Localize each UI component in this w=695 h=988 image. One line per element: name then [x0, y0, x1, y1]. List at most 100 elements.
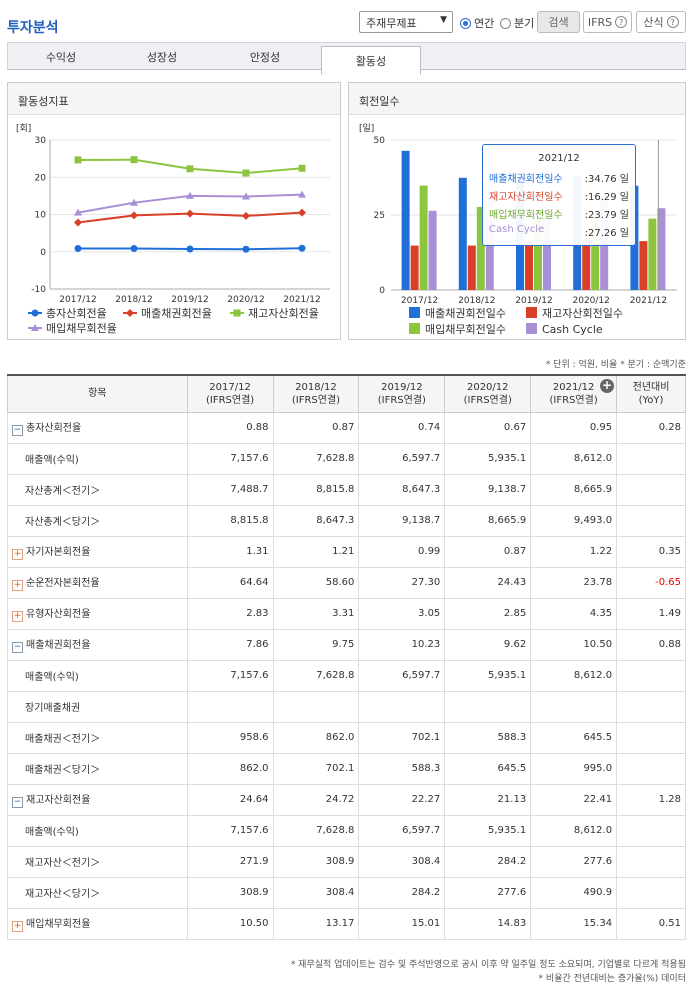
value-cell: 24.72 [272, 783, 360, 816]
row-label[interactable]: + 자기자본회전율 [7, 535, 188, 568]
data-point [242, 245, 250, 253]
tooltip-value: :34.76 일 [584, 174, 629, 185]
collapse-minus-icon[interactable]: − [12, 642, 23, 653]
tab-profitability[interactable]: 수익성 [45, 50, 77, 64]
data-point [130, 211, 138, 220]
formula-button[interactable]: 산식 ? [636, 11, 686, 33]
formula-button-label: 산식 [643, 16, 664, 29]
table-row: 재고자산＜당기＞ 308.9 308.4 284.2 277.6 490.9 [7, 876, 686, 909]
row-label: 재고자산＜당기＞ [7, 876, 188, 909]
header-text: 2019/12 [381, 381, 423, 393]
value-cell [444, 690, 532, 723]
row-label: 매출액(수익) [7, 659, 188, 692]
tooltip-value: :27.26 일 [584, 228, 629, 239]
table-row: + 매입채무회전율 10.50 13.17 15.01 14.83 15.34 0.51 [7, 907, 686, 940]
search-button[interactable]: 검색 [537, 11, 580, 33]
legend-label: 재고자산회전율 [248, 307, 319, 320]
expand-icon[interactable]: + [600, 378, 615, 393]
data-point [242, 192, 250, 200]
row-label[interactable]: − 매출채권회전율 [7, 628, 188, 661]
collapse-minus-icon[interactable]: − [12, 425, 23, 436]
value-cell: 7,488.7 [186, 473, 274, 506]
table-row: + 자기자본회전율 1.31 1.21 0.99 0.87 1.22 0.35 [7, 535, 686, 568]
question-icon: ? [615, 16, 628, 28]
radio-quarter[interactable]: 분기 [500, 15, 534, 31]
header-text: 항목 [88, 388, 107, 400]
tab-stability[interactable]: 안정성 [249, 50, 281, 64]
expand-plus-icon[interactable]: + [12, 611, 23, 622]
value-cell: 702.1 [272, 752, 360, 785]
legend-label: Cash Cycle [542, 323, 603, 336]
table-row: 장기매출채권 [7, 690, 686, 723]
yoy-cell: 1.49 [616, 597, 686, 630]
x-tick-label: 2017/12 [401, 296, 438, 306]
legend-label: 매출채권회전일수 [425, 306, 506, 320]
value-cell: 7,628.8 [272, 814, 360, 847]
yoy-cell [616, 504, 686, 537]
row-label-text: 재고자산＜전기＞ [25, 858, 101, 869]
tooltip-label: 매입채무회전일수 [489, 210, 563, 221]
value-cell: 10.50 [530, 628, 618, 661]
header-text: 2020/12 [466, 381, 509, 393]
data-point [74, 156, 82, 164]
radio-annual[interactable]: 연간 [460, 15, 494, 31]
value-cell: 3.05 [358, 597, 446, 630]
table-row: + 유형자산회전율 2.83 3.31 3.05 2.85 4.35 1.49 [7, 597, 686, 630]
row-label: 자산총계＜전기＞ [7, 473, 188, 506]
bar [428, 210, 437, 290]
bar [525, 240, 533, 290]
ifrs-button-label: IFRS [587, 15, 613, 29]
tooltip-row: 매입채무회전일수:23.79 일 [489, 206, 629, 224]
header-text: (YoY) [638, 394, 664, 406]
row-label-text: 순운전자본회전율 [26, 578, 100, 589]
value-cell: 6,597.7 [358, 659, 446, 692]
row-label-text: 매출채권＜전기＞ [25, 734, 101, 745]
header-text: 전년대비 [632, 381, 670, 393]
tab-activity[interactable]: 활동성 [321, 46, 421, 75]
data-point [242, 169, 250, 177]
value-cell: 7,157.6 [186, 659, 274, 692]
table-row: − 재고자산회전율 24.64 24.72 22.27 21.13 22.41 1.28 [7, 783, 686, 816]
x-tick-label: 2020/12 [573, 296, 610, 306]
value-cell: 5,935.1 [444, 814, 532, 847]
value-cell: 308.4 [272, 876, 360, 909]
row-label[interactable]: + 매입채무회전율 [7, 907, 188, 940]
x-tick-label: 2019/12 [515, 296, 552, 306]
legend-marker [31, 324, 39, 331]
yoy-cell [616, 721, 686, 754]
bar [639, 241, 648, 290]
row-label[interactable]: + 순운전자본회전율 [7, 566, 188, 599]
search-button-label: 검색 [548, 16, 569, 29]
header-text: 2018/12 [295, 381, 337, 393]
row-label: 매출액(수익) [7, 814, 188, 847]
yoy-cell: 0.51 [616, 907, 686, 940]
legend-label: 매입채무회전율 [46, 322, 117, 335]
value-cell: 0.74 [358, 411, 446, 444]
yoy-cell [616, 442, 686, 475]
data-point [130, 245, 138, 253]
value-cell: 15.01 [358, 907, 446, 940]
value-cell: 7,628.8 [272, 442, 360, 475]
value-cell: 4.35 [530, 597, 618, 630]
row-label-text: 매출액(수익) [25, 455, 79, 466]
value-cell: 995.0 [530, 752, 618, 785]
legend-label: 재고자산회전일수 [542, 306, 623, 320]
bar [591, 216, 600, 290]
collapse-minus-icon[interactable]: − [12, 797, 23, 808]
value-cell [358, 690, 446, 723]
expand-plus-icon[interactable]: + [12, 921, 23, 932]
yoy-cell: 0.35 [616, 535, 686, 568]
x-tick-label: 2018/12 [115, 295, 152, 305]
table-row: 자산총계＜당기＞ 8,815.8 8,647.3 9,138.7 8,665.9 9,49… [7, 504, 686, 537]
row-label[interactable]: + 유형자산회전율 [7, 597, 188, 630]
row-label-text: 유형자산회전율 [26, 609, 91, 620]
tooltip-value: :16.29 일 [584, 192, 629, 203]
row-label[interactable]: − 재고자산회전율 [7, 783, 188, 816]
report-type-select[interactable]: 주재무제표 ▼ [359, 11, 453, 33]
expand-plus-icon[interactable]: + [12, 549, 23, 560]
ifrs-button[interactable]: IFRS ? [583, 11, 632, 33]
value-cell: 58.60 [272, 566, 360, 599]
expand-plus-icon[interactable]: + [12, 580, 23, 591]
tab-growth[interactable]: 성장성 [146, 50, 178, 64]
row-label[interactable]: − 총자산회전율 [7, 411, 188, 444]
